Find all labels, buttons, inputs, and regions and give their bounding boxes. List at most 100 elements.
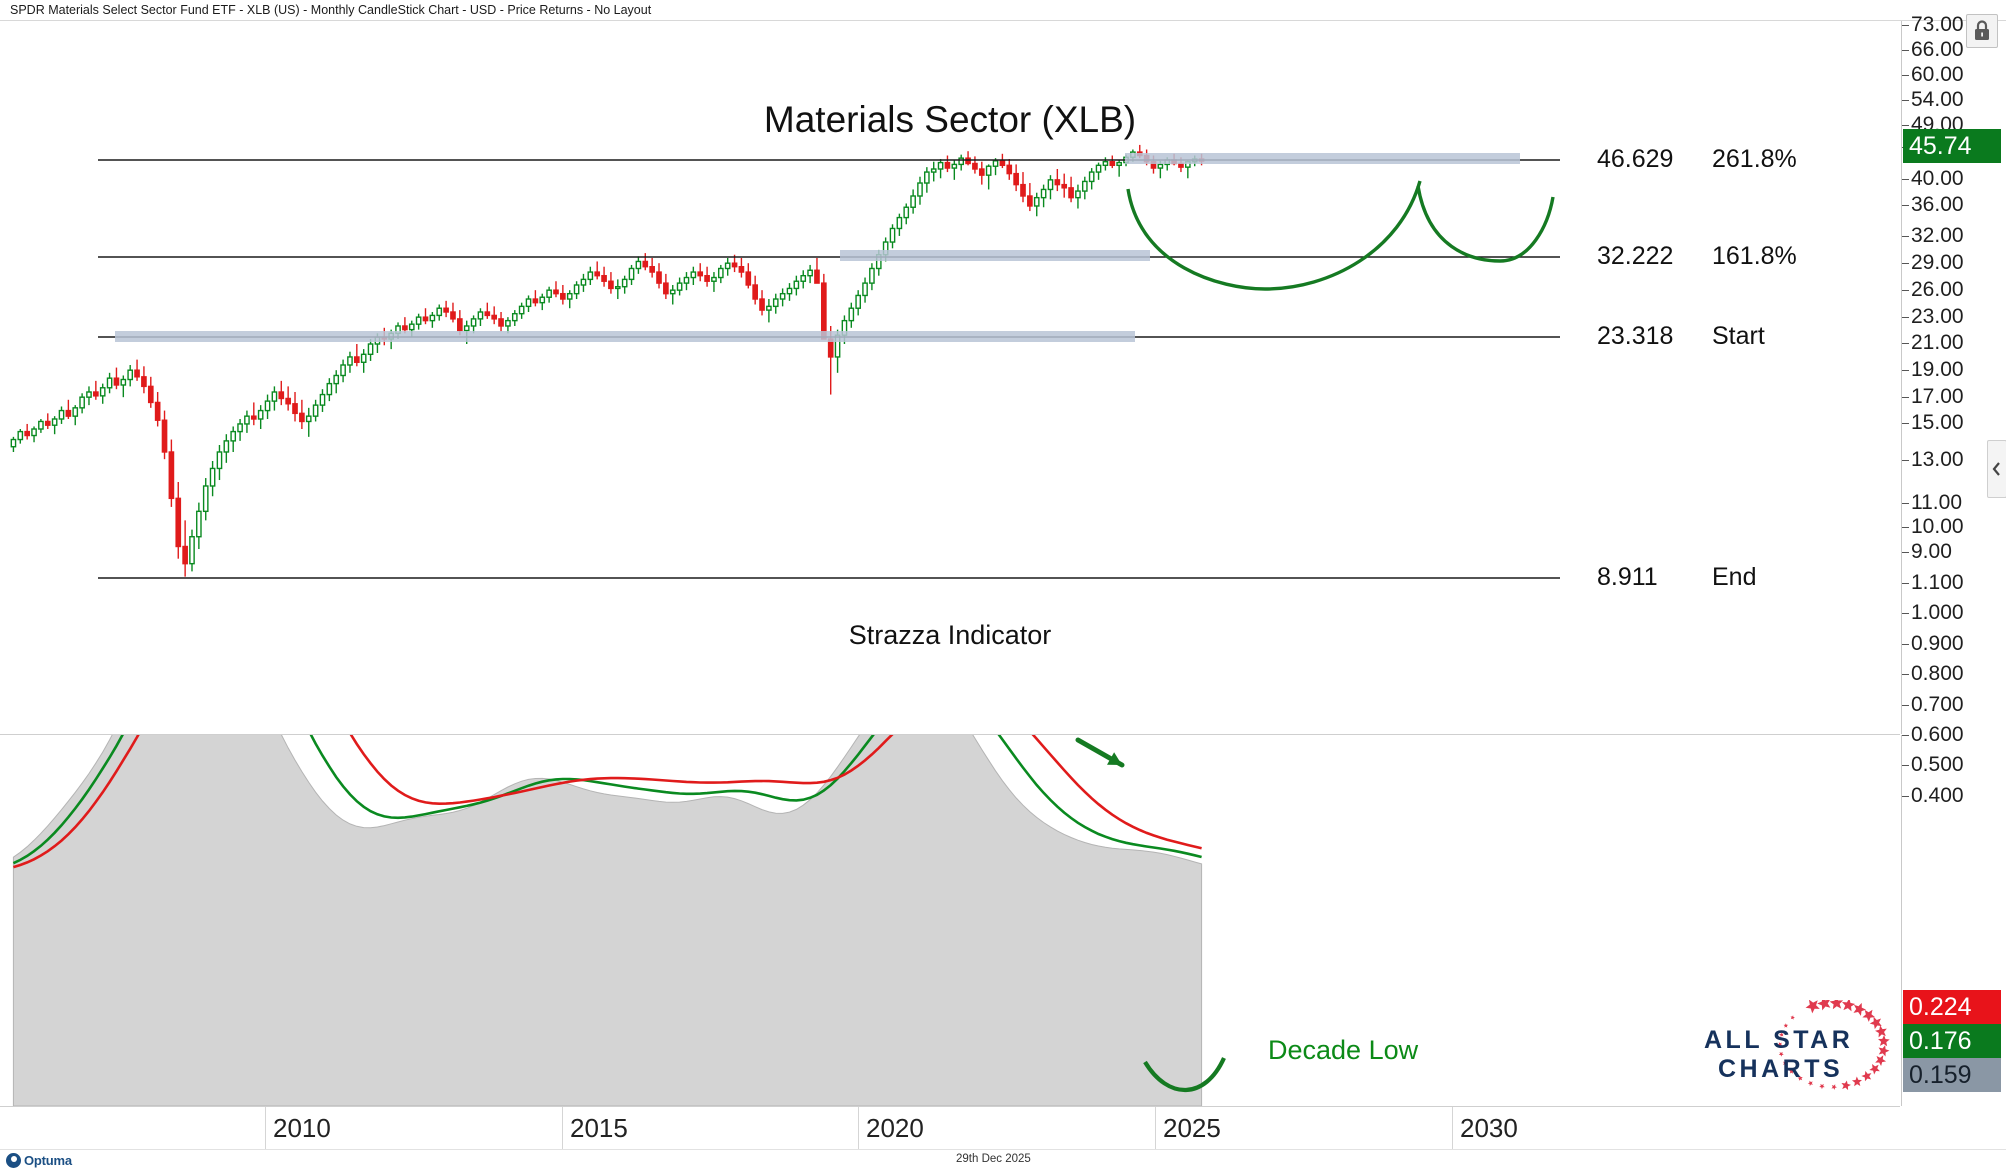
optuma-brand-text: Optuma (24, 1153, 72, 1168)
indicator-axis[interactable]: 1.100 1.000 0.900 0.800 0.700 0.600 0.500 0.400… (1901, 571, 2006, 1106)
current-price-badge: 45.74 (1903, 129, 2001, 163)
star-circle-icon (1777, 1000, 1890, 1090)
time-axis-tick (562, 1107, 563, 1149)
axis-tick-mark (1902, 205, 1909, 206)
axis-tick-label: 0.500 (1911, 753, 1964, 776)
axis-tick-label: 29.00 (1911, 251, 1964, 274)
axis-tick-label: 66.00 (1911, 38, 1964, 61)
axis-tick-mark (1902, 236, 1909, 237)
axis-tick-mark (1902, 125, 1909, 126)
time-axis-label: 2020 (866, 1113, 924, 1143)
axis-tick-mark (1902, 796, 1909, 797)
axis-tick-label: 0.600 (1911, 723, 1964, 746)
price-axis[interactable]: 73.0066.0060.0054.0049.0044.0040.0036.00… (1901, 13, 2006, 734)
axis-tick-mark (1902, 423, 1909, 424)
indicator-panel[interactable] (0, 735, 1900, 1107)
time-axis-tick (858, 1107, 859, 1149)
axis-tick-label: 54.00 (1911, 88, 1964, 111)
axis-tick-mark (1902, 503, 1909, 504)
indicator-value-badge: 0.159 (1903, 1058, 2001, 1092)
page-title: Materials Sector (XLB) (763, 99, 1137, 140)
axis-tick-label: 1.100 (1911, 571, 1964, 594)
axis-tick-label: 0.900 (1911, 632, 1964, 655)
optuma-mark-icon (6, 1153, 21, 1168)
axis-tick-label: 26.00 (1911, 278, 1964, 301)
axis-tick-label: 32.00 (1911, 224, 1964, 247)
indicator-value-badge: 0.176 (1903, 1024, 2001, 1058)
optuma-logo: Optuma (6, 1152, 72, 1169)
price-plot-area[interactable] (0, 21, 1900, 734)
axis-tick-mark (1902, 460, 1909, 461)
annotation-decade-low: Decade Low (1268, 1035, 1419, 1065)
axis-tick-label: 11.00 (1911, 491, 1962, 514)
fib-level-name: 161.8% (1712, 242, 1797, 270)
axis-tick-mark (1902, 527, 1909, 528)
axis-tick-mark (1902, 317, 1909, 318)
fib-level-name: Start (1712, 322, 1765, 350)
axis-tick-mark (1902, 552, 1909, 553)
axis-tick-label: 0.400 (1911, 784, 1964, 807)
axis-tick-mark (1902, 397, 1909, 398)
axis-tick-label: 15.00 (1911, 411, 1964, 434)
axis-tick-mark (1902, 674, 1909, 675)
axis-tick-label: 9.00 (1911, 540, 1952, 563)
axis-tick-mark (1902, 370, 1909, 371)
time-axis-tick (265, 1107, 266, 1149)
indicator-title: Strazza Indicator (848, 620, 1052, 650)
time-axis-tick (1155, 1107, 1156, 1149)
collapse-panel-button[interactable] (1987, 440, 2006, 498)
axis-tick-mark (1902, 290, 1909, 291)
axis-tick-label: 10.00 (1911, 515, 1964, 538)
axis-tick-mark (1902, 644, 1909, 645)
axis-tick-mark (1902, 25, 1909, 26)
time-axis-tick (1452, 1107, 1453, 1149)
axis-tick-mark (1902, 50, 1909, 51)
axis-tick-label: 40.00 (1911, 167, 1964, 190)
axis-tick-mark (1902, 75, 1909, 76)
axis-tick-mark (1902, 583, 1909, 584)
axis-tick-mark (1902, 263, 1909, 264)
lock-icon[interactable] (1966, 14, 1998, 48)
axis-tick-mark (1902, 179, 1909, 180)
time-axis-label: 2010 (273, 1113, 331, 1143)
axis-tick-mark (1902, 343, 1909, 344)
axis-tick-mark (1902, 100, 1909, 101)
footer-date: 29th Dec 2025 (956, 1153, 1031, 1165)
chart-titlebar: SPDR Materials Select Sector Fund ETF - … (0, 0, 2006, 21)
axis-tick-label: 13.00 (1911, 448, 1964, 471)
time-axis-label: 2025 (1163, 1113, 1221, 1143)
indicator-plot-area[interactable] (0, 735, 1900, 1106)
logo-line-2: CHARTS (1718, 1055, 1844, 1083)
axis-tick-mark (1902, 613, 1909, 614)
all-star-charts-logo: ALL STAR CHARTS (1700, 1000, 1895, 1090)
axis-tick-label: 17.00 (1911, 385, 1964, 408)
indicator-value-badge: 0.224 (1903, 990, 2001, 1024)
fib-level-value: 23.318 (1597, 322, 1674, 350)
axis-tick-label: 19.00 (1911, 358, 1964, 381)
time-axis[interactable]: 2010 2015 2020 2025 2030 (0, 1107, 1900, 1150)
axis-tick-label: 36.00 (1911, 193, 1964, 216)
axis-tick-label: 1.000 (1911, 601, 1964, 624)
time-axis-label: 2015 (570, 1113, 628, 1143)
axis-tick-mark (1902, 765, 1909, 766)
footer-bar: Optuma 29th Dec 2025 (0, 1149, 2006, 1170)
chart-titlebar-text: SPDR Materials Select Sector Fund ETF - … (10, 3, 652, 17)
axis-tick-label: 0.800 (1911, 662, 1964, 685)
chevron-left-icon (1992, 462, 2000, 476)
axis-tick-mark (1902, 705, 1909, 706)
fib-level-value: 8.911 (1597, 563, 1658, 591)
axis-tick-label: 0.700 (1911, 693, 1964, 716)
time-axis-label: 2030 (1460, 1113, 1518, 1143)
logo-line-1: ALL STAR (1704, 1026, 1854, 1054)
fib-level-name: 261.8% (1712, 145, 1797, 173)
axis-tick-label: 60.00 (1911, 63, 1964, 86)
axis-tick-label: 23.00 (1911, 305, 1964, 328)
fib-level-value: 46.629 (1597, 145, 1674, 173)
fib-level-name: End (1712, 563, 1757, 591)
axis-tick-label: 21.00 (1911, 331, 1964, 354)
price-panel[interactable]: Materials Sector (XLB) (0, 21, 1900, 735)
axis-tick-mark (1902, 735, 1909, 736)
fib-level-value: 32.222 (1597, 242, 1674, 270)
axis-tick-label: 73.00 (1911, 13, 1964, 36)
